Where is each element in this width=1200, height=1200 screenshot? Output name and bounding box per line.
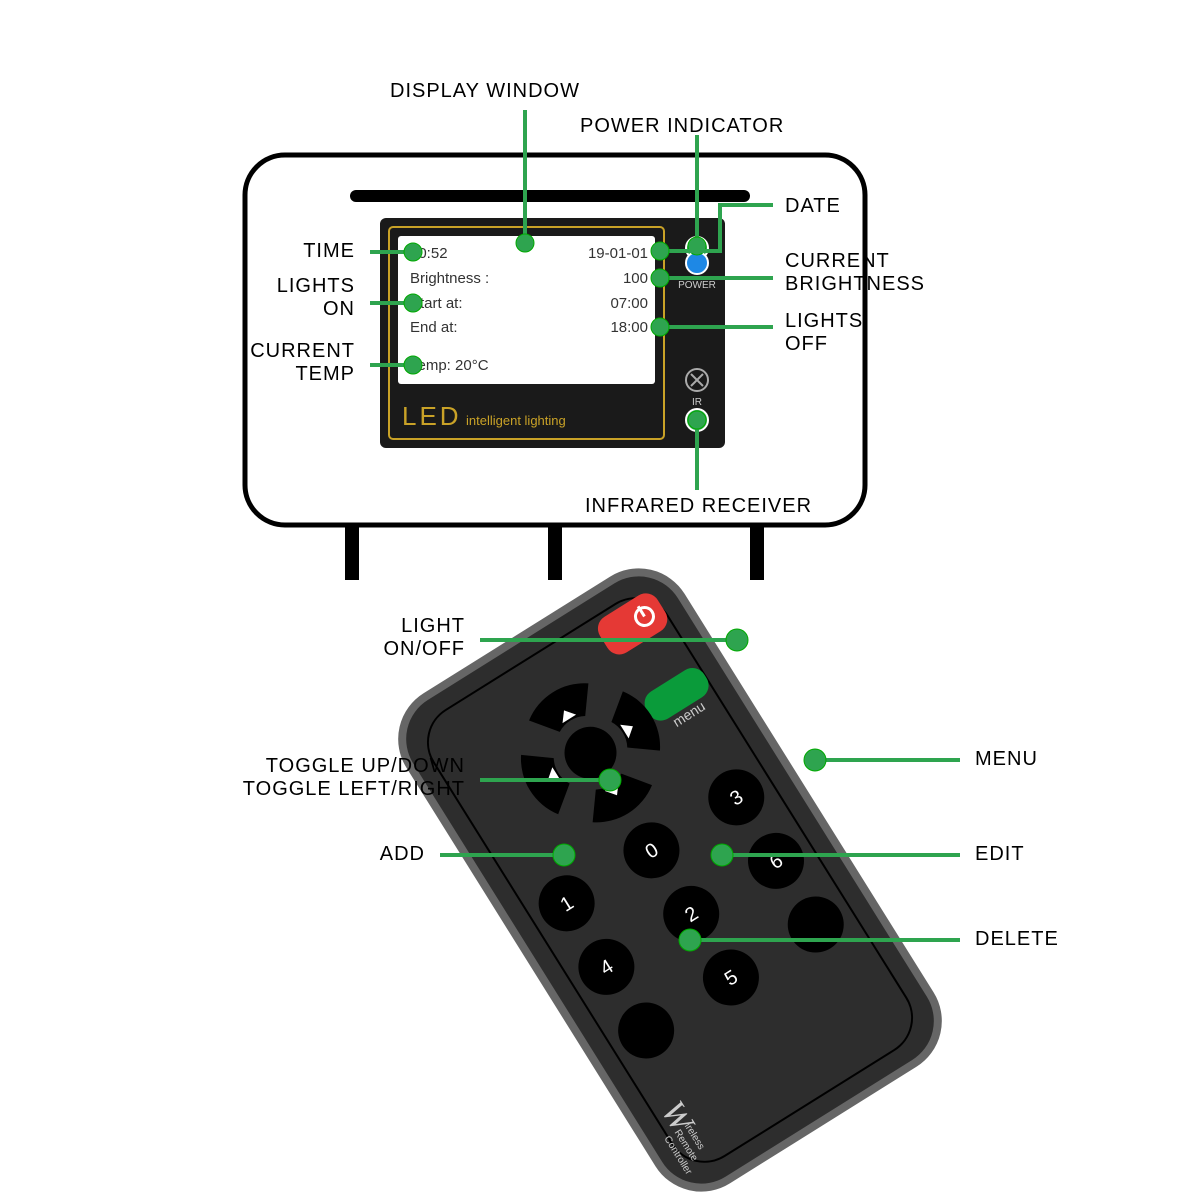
callout-infrared-receiver: INFRARED RECEIVER: [585, 495, 812, 518]
callout-power-indicator: POWER INDICATOR: [580, 115, 784, 138]
callout-light-on-off: LIGHT ON/OFF: [383, 615, 465, 661]
callout-delete: DELETE: [975, 928, 1059, 951]
diagram-stage: 10:52 19-01-01 Brightness : 100 Start at…: [0, 0, 1200, 1200]
remote-leads: [0, 0, 1200, 1200]
callout-display-window: DISPLAY WINDOW: [390, 80, 580, 103]
callout-current-temp: CURRENT TEMP: [250, 340, 355, 386]
callout-edit: EDIT: [975, 843, 1025, 866]
callout-date: DATE: [785, 195, 841, 218]
callout-add: ADD: [380, 843, 425, 866]
callout-toggle: TOGGLE UP/DOWN TOGGLE LEFT/RIGHT: [243, 755, 465, 801]
callout-lights-on: LIGHTS ON: [277, 275, 355, 321]
callout-lights-off: LIGHTS OFF: [785, 310, 863, 356]
callout-current-brightness: CURRENT BRIGHTNESS: [785, 250, 925, 296]
callout-time: TIME: [303, 240, 355, 263]
callout-menu: MENU: [975, 748, 1038, 771]
